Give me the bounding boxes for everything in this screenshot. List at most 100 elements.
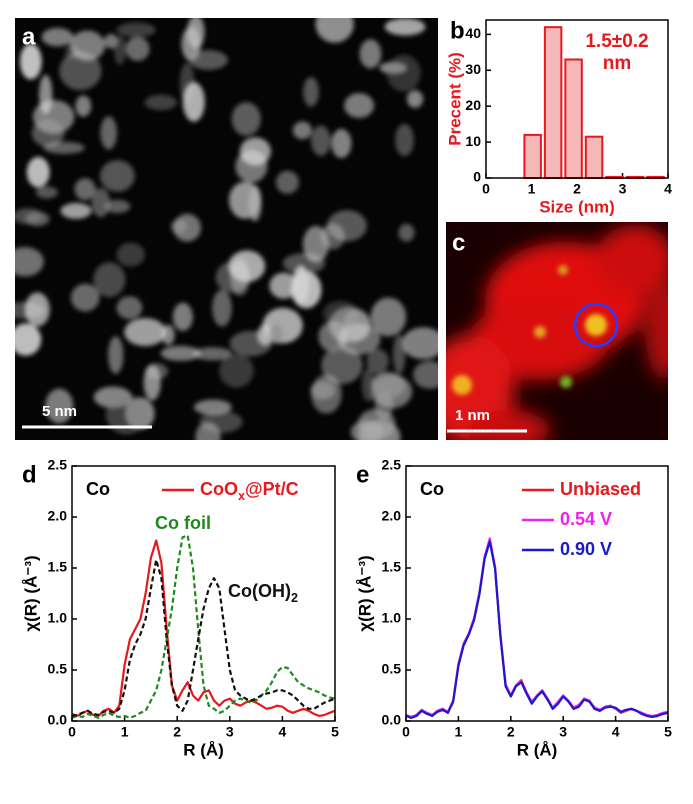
particle (384, 18, 426, 36)
x-tick-label: 5 (331, 724, 339, 740)
particle (70, 283, 100, 312)
particle (239, 137, 272, 166)
annotation: 1.5±0.2 (585, 31, 648, 52)
y-tick-label: 2.0 (382, 508, 402, 524)
highlight-circle (573, 302, 619, 348)
y-tick-label: 10 (465, 133, 481, 149)
plot-frame (405, 465, 669, 722)
panel-label: a (22, 23, 36, 50)
y-tick-label: 0 (473, 169, 481, 185)
x-tick-label: 0 (482, 181, 490, 197)
particle (182, 82, 205, 122)
x-tick-label: 4 (279, 724, 287, 740)
particle (199, 410, 243, 433)
y-tick-label: 0.0 (382, 712, 402, 728)
x-tick-label: 4 (664, 181, 672, 197)
particle (59, 51, 102, 91)
particle (143, 364, 161, 401)
y-tick-label: 1.0 (48, 610, 68, 626)
element-label: Co (420, 479, 444, 499)
y-axis-label: χ(R) (Å⁻³) (355, 555, 374, 631)
particle (193, 347, 232, 361)
particle (108, 336, 124, 374)
particle (303, 77, 319, 107)
bar (564, 58, 583, 179)
particle (60, 202, 92, 219)
particle (359, 39, 382, 69)
particle (105, 395, 146, 435)
y-tick-label: 1.0 (382, 610, 402, 626)
y-tick-label: 1.5 (382, 559, 402, 575)
bar (523, 133, 542, 179)
particle (392, 334, 406, 375)
particle (43, 141, 85, 154)
particle (35, 186, 58, 199)
particle (350, 420, 384, 440)
legend-label: CoOx@Pt/C (200, 479, 299, 504)
particle (315, 18, 354, 43)
y-tick-label: 2.5 (382, 457, 402, 473)
particle (104, 33, 118, 49)
line-series (405, 540, 669, 719)
particle (24, 292, 50, 327)
particle (160, 345, 201, 361)
series-label: Co(OH)2 (228, 581, 298, 606)
particle (231, 102, 261, 136)
y-tick-label: 0.5 (382, 661, 402, 677)
particle (116, 22, 156, 38)
particle (26, 156, 50, 188)
particle (395, 123, 414, 157)
particle (15, 246, 44, 277)
particle (144, 94, 178, 111)
particle (39, 74, 53, 115)
x-tick-label: 2 (507, 724, 515, 740)
particle (124, 318, 167, 347)
x-tick-label: 1 (455, 724, 463, 740)
particle (268, 324, 284, 345)
y-tick-label: 0.0 (48, 712, 68, 728)
particle (361, 368, 376, 402)
y-tick-label: 20 (465, 97, 481, 113)
particle (269, 272, 298, 299)
particle (187, 18, 205, 49)
particle (275, 170, 300, 194)
particle (170, 219, 187, 234)
particle (370, 297, 407, 337)
x-axis-label: Size (nm) (539, 197, 615, 216)
plot-frame (71, 465, 336, 722)
particle (311, 374, 342, 414)
y-tick-label: 2.5 (48, 457, 68, 473)
panel-label: c (452, 229, 465, 256)
x-tick-label: 1 (528, 181, 536, 197)
eds-map (446, 225, 668, 440)
element-label: Co (86, 479, 110, 499)
x-tick-label: 0 (68, 724, 76, 740)
particle (331, 128, 352, 159)
particle (74, 178, 96, 201)
legend-label: 0.54 V (560, 509, 612, 529)
particle (413, 360, 438, 389)
particle (32, 99, 75, 134)
particle (25, 211, 50, 227)
line-series (71, 558, 336, 717)
particle (327, 210, 367, 242)
particle (398, 223, 415, 242)
particle (292, 121, 312, 140)
particle (215, 261, 250, 293)
scale-bar-label: 1 nm (455, 407, 490, 424)
y-axis-label: χ(R) (Å⁻³) (21, 555, 40, 631)
legend-label: 0.90 V (560, 539, 612, 559)
particle (311, 125, 331, 156)
particles (15, 18, 438, 440)
x-axis-label: R (Å) (183, 740, 224, 759)
particle (100, 160, 135, 192)
plot-frame (485, 19, 669, 179)
particle (125, 36, 150, 61)
particle (15, 323, 42, 356)
particle (406, 90, 424, 108)
x-tick-label: 5 (664, 724, 672, 740)
x-tick-label: 1 (121, 724, 129, 740)
particle (292, 265, 310, 304)
x-tick-label: 3 (619, 181, 627, 197)
